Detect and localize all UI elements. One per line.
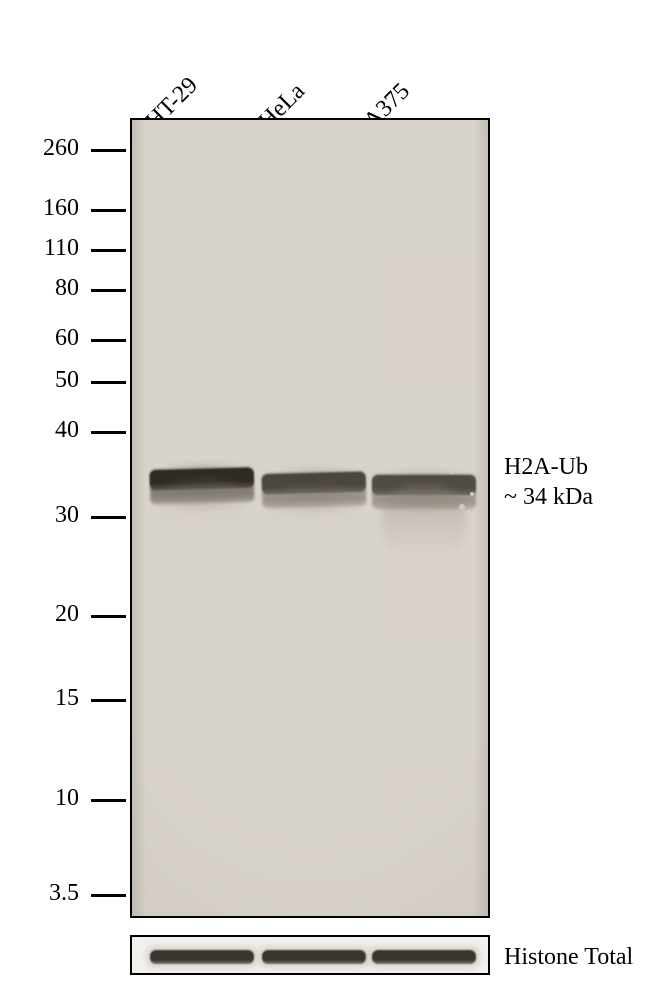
- mw-marker-tick: [91, 516, 126, 519]
- mw-marker-tick: [91, 799, 126, 802]
- membrane-speck: [459, 504, 465, 510]
- loading-control-band: [150, 950, 254, 964]
- mw-marker-tick: [91, 615, 126, 618]
- mw-marker-label: 80: [0, 275, 79, 302]
- western-blot-figure: HT-29 HeLa A375 H2A-Ub ~ 34 kDa Histone …: [0, 0, 650, 1002]
- loading-control-membrane: [130, 935, 490, 975]
- mw-marker-label: 110: [0, 235, 79, 262]
- loading-control-label-text: Histone Total: [504, 944, 633, 970]
- loading-control-background: [132, 937, 488, 973]
- mw-marker-label: 30: [0, 502, 79, 529]
- mw-marker-label: 10: [0, 785, 79, 812]
- mw-marker-label: 60: [0, 325, 79, 352]
- membrane-background: [132, 120, 488, 916]
- main-blot-membrane: [130, 118, 490, 918]
- membrane-speck: [401, 251, 403, 253]
- mw-marker-tick: [91, 249, 126, 252]
- membrane-speck: [450, 470, 454, 474]
- mw-marker-label: 15: [0, 685, 79, 712]
- mw-marker-label: 3.5: [0, 880, 79, 907]
- mw-marker-tick: [91, 339, 126, 342]
- mw-marker-label: 40: [0, 417, 79, 444]
- mw-marker-tick: [91, 289, 126, 292]
- mw-marker-tick: [91, 381, 126, 384]
- mw-marker-tick: [91, 894, 126, 897]
- mw-marker-label: 20: [0, 601, 79, 628]
- mw-marker-tick: [91, 699, 126, 702]
- loading-control-band: [262, 950, 366, 964]
- mw-marker-label: 260: [0, 135, 79, 162]
- loading-control-label: Histone Total: [504, 944, 633, 971]
- band-annotation-kda: ~ 34 kDa: [504, 482, 593, 512]
- membrane-speck: [470, 492, 474, 496]
- target-band: [261, 466, 366, 515]
- band-annotation-name: H2A-Ub: [504, 452, 593, 482]
- mw-marker-tick: [91, 431, 126, 434]
- mw-marker-tick: [91, 149, 126, 152]
- target-band: [372, 469, 476, 515]
- mw-marker-label: 160: [0, 195, 79, 222]
- membrane-speck: [301, 631, 303, 633]
- membrane-speck: [216, 721, 218, 723]
- mw-marker-tick: [91, 209, 126, 212]
- target-band: [149, 462, 254, 511]
- band-annotation: H2A-Ub ~ 34 kDa: [504, 452, 593, 512]
- mw-marker-label: 50: [0, 367, 79, 394]
- loading-control-band: [372, 950, 476, 964]
